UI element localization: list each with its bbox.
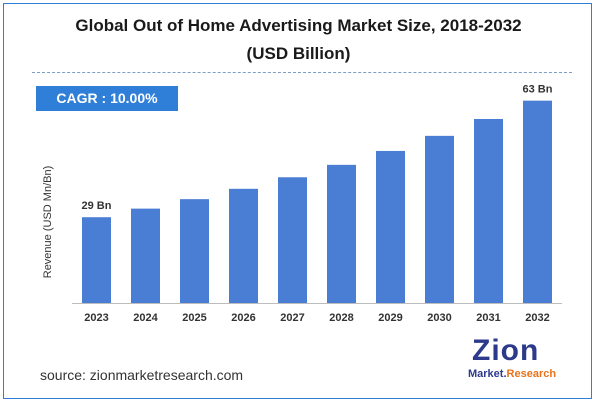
bar-2023 bbox=[82, 217, 111, 303]
x-tick-label-2025: 2025 bbox=[182, 312, 206, 324]
bar-2024 bbox=[131, 208, 160, 303]
x-tick-label-2029: 2029 bbox=[378, 312, 402, 324]
x-tick-label-2027: 2027 bbox=[280, 312, 304, 324]
y-axis-label: Revenue (USD Mn/Bn) bbox=[42, 166, 54, 279]
chart-title: Global Out of Home Advertising Market Si… bbox=[75, 16, 522, 35]
bar-2027 bbox=[278, 177, 307, 303]
data-label-2023: 29 Bn bbox=[82, 200, 112, 212]
chart-subtitle: (USD Billion) bbox=[246, 44, 351, 63]
bar-2031 bbox=[474, 118, 503, 303]
bar-2028 bbox=[327, 164, 356, 303]
x-tick-label-2024: 2024 bbox=[133, 312, 158, 324]
logo-subtitle-left: Market. bbox=[468, 368, 507, 380]
data-label-2032: 63 Bn bbox=[523, 84, 553, 96]
logo-subtitle: Market.Research bbox=[468, 368, 556, 380]
logo-subtitle-right: Research bbox=[506, 368, 557, 380]
logo-wordmark: Zion bbox=[472, 334, 540, 367]
x-tick-label-2032: 2032 bbox=[525, 312, 549, 324]
bar-2030 bbox=[425, 135, 454, 303]
bar-2026 bbox=[229, 188, 258, 303]
bar-2029 bbox=[376, 150, 405, 303]
bar-2025 bbox=[180, 199, 209, 303]
x-tick-label-2030: 2030 bbox=[427, 312, 451, 324]
x-tick-label-2023: 2023 bbox=[84, 312, 108, 324]
source-note: source: zionmarketresearch.com bbox=[40, 367, 244, 383]
zion-logo: Zion Market.Research bbox=[462, 334, 572, 386]
x-tick-label-2026: 2026 bbox=[231, 312, 255, 324]
x-tick-label-2031: 2031 bbox=[476, 312, 500, 324]
x-tick-label-2028: 2028 bbox=[329, 312, 353, 324]
cagr-badge: CAGR : 10.00% bbox=[36, 86, 178, 111]
title-separator bbox=[32, 72, 572, 73]
bar-2032 bbox=[523, 100, 552, 304]
